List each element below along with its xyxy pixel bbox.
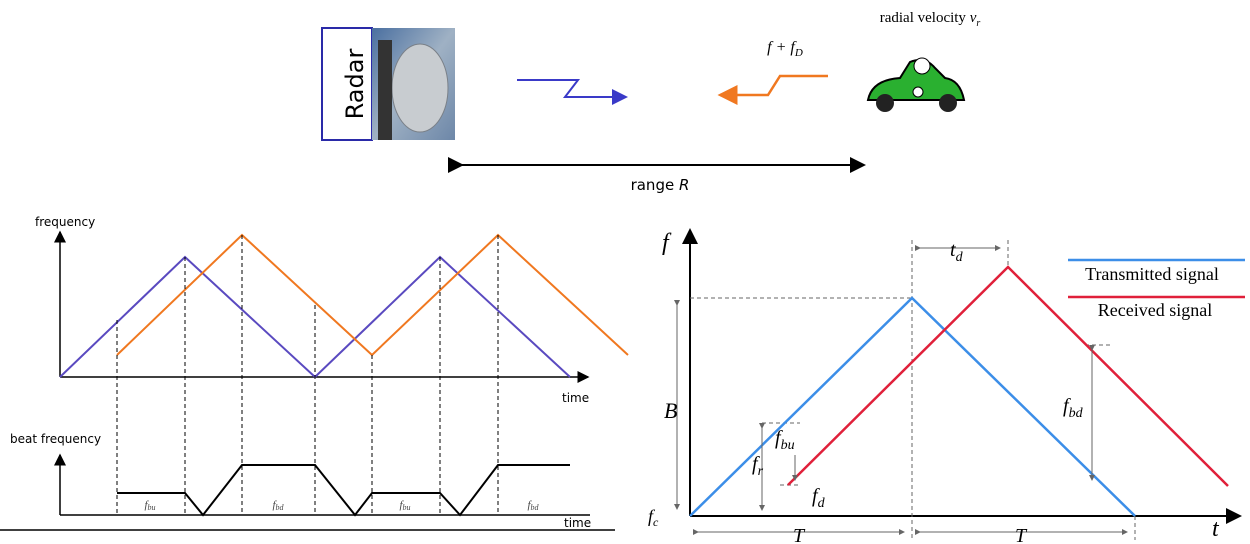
text: bd (276, 503, 285, 512)
doppler-label: f + fD (767, 39, 803, 59)
legend-entry: Received signal (1098, 300, 1212, 320)
beat-label: fbd (527, 499, 539, 512)
beat-y-label: beat frequency (10, 432, 101, 446)
x-label: time (562, 391, 589, 405)
text: bu (148, 503, 156, 512)
text: r (758, 464, 764, 479)
text: r (976, 18, 980, 29)
text: d (956, 250, 964, 265)
text: f + f (767, 39, 797, 56)
y-label: frequency (35, 215, 95, 229)
car (868, 58, 964, 112)
text: bd (531, 503, 540, 512)
echo-arrow (720, 76, 828, 95)
transmit-arrow (517, 80, 626, 97)
beat-label: fbu (144, 499, 155, 512)
fbu-label: fbu (775, 427, 795, 453)
x-label: t (1212, 516, 1220, 542)
velocity-label: radial velocity vr (880, 10, 981, 29)
text: c (653, 515, 659, 529)
fc-label: fc (648, 506, 659, 529)
fbd-label: fbd (1063, 395, 1084, 421)
bandwidth-label: B (664, 398, 677, 423)
period-label: T (793, 525, 806, 544)
delay-label: td (950, 239, 964, 265)
beat-label: fbd (272, 499, 284, 512)
text: radial velocity (880, 10, 970, 26)
beat-x-label: time (564, 516, 591, 530)
y-label: f (662, 230, 672, 256)
beat-labels: fbu fbd fbu fbd (144, 499, 539, 512)
text: D (794, 47, 803, 59)
text: bu (781, 438, 795, 453)
text: bd (1069, 406, 1084, 421)
text: R (679, 176, 689, 194)
text: d (818, 496, 826, 511)
radar-label: Radar (341, 49, 369, 120)
beat-label: fbu (399, 499, 410, 512)
fd-label: fd (812, 485, 826, 511)
text: bu (403, 503, 411, 512)
period-label: T (1015, 525, 1028, 544)
diagram: Radar f + fD radial velocity vr range R … (0, 0, 1250, 544)
left-chart (0, 232, 628, 530)
range-label: range R (631, 176, 690, 194)
legend-entry: Transmitted signal (1085, 264, 1219, 284)
radar: Radar (322, 28, 455, 140)
text: range (631, 176, 679, 194)
